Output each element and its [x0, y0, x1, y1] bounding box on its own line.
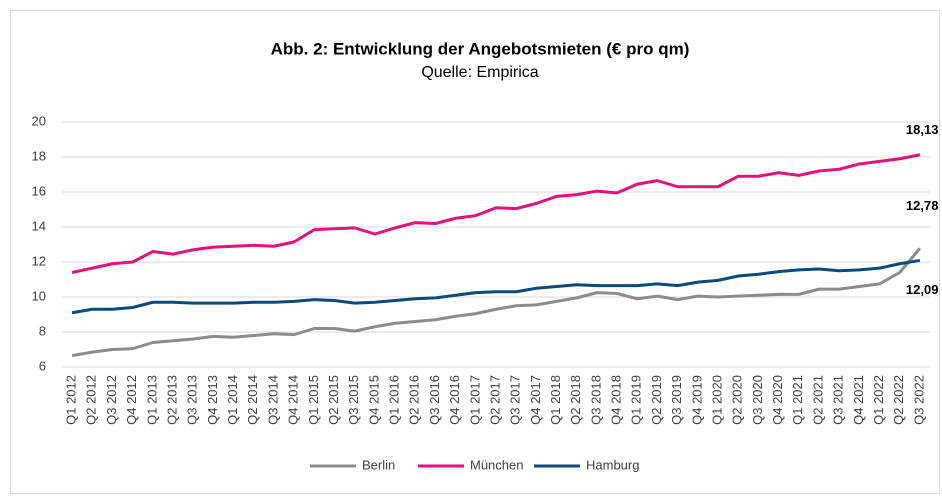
y-tick-label: 20: [32, 113, 46, 128]
x-tick-label: Q2 2020: [730, 375, 745, 425]
x-tick-label: Q2 2021: [810, 375, 825, 425]
x-tick-label: Q3 2018: [588, 375, 603, 425]
legend-label: Hamburg: [586, 457, 639, 472]
x-tick-label: Q2 2017: [487, 375, 502, 425]
x-tick-label: Q2 2013: [164, 375, 179, 425]
data-label: 12,09: [906, 282, 939, 297]
x-tick-label: Q4 2019: [689, 375, 704, 425]
x-tick-label: Q1 2017: [467, 375, 482, 425]
x-tick-label: Q3 2015: [346, 375, 361, 425]
y-tick-label: 14: [32, 218, 46, 233]
x-tick-label: Q1 2019: [629, 375, 644, 425]
x-tick-label: Q4 2014: [286, 375, 301, 425]
y-tick-label: 16: [32, 183, 46, 198]
x-tick-label: Q1 2016: [387, 375, 402, 425]
x-tick-label: Q1 2014: [225, 375, 240, 425]
y-tick-label: 18: [32, 148, 46, 163]
data-label: 18,13: [906, 122, 939, 137]
x-tick-label: Q1 2022: [871, 375, 886, 425]
series-line: [71, 153, 921, 274]
series-line: [71, 258, 921, 315]
x-tick-label: Q2 2018: [568, 375, 583, 425]
y-tick-label: 10: [32, 288, 46, 303]
x-tick-label: Q1 2018: [548, 375, 563, 425]
x-tick-label: Q2 2016: [407, 375, 422, 425]
chart-title: Abb. 2: Entwicklung der Angebotsmieten (…: [271, 39, 690, 58]
data-label: 12,78: [906, 198, 939, 213]
x-tick-label: Q4 2016: [447, 375, 462, 425]
y-tick-label: 6: [39, 358, 46, 373]
x-tick-label: Q4 2015: [366, 375, 381, 425]
x-tick-label: Q2 2022: [891, 375, 906, 425]
legend-label: München: [470, 457, 523, 472]
x-tick-label: Q4 2012: [124, 375, 139, 425]
x-tick-label: Q1 2021: [790, 375, 805, 425]
x-tick-label: Q3 2012: [104, 375, 119, 425]
x-tick-label: Q1 2012: [64, 375, 79, 425]
y-tick-label: 8: [39, 323, 46, 338]
x-tick-label: Q2 2012: [84, 375, 99, 425]
x-tick-label: Q4 2020: [770, 375, 785, 425]
x-tick-label: Q3 2021: [831, 375, 846, 425]
legend-label: Berlin: [362, 457, 395, 472]
x-tick-label: Q3 2013: [185, 375, 200, 425]
y-tick-label: 12: [32, 253, 46, 268]
x-tick-label: Q1 2020: [709, 375, 724, 425]
x-tick-label: Q3 2014: [265, 375, 280, 425]
x-tick-label: Q2 2019: [649, 375, 664, 425]
x-tick-label: Q4 2013: [205, 375, 220, 425]
x-tick-label: Q3 2016: [427, 375, 442, 425]
x-tick-label: Q3 2020: [750, 375, 765, 425]
chart-subtitle: Quelle: Empirica: [421, 64, 538, 81]
x-tick-label: Q1 2015: [306, 375, 321, 425]
x-tick-label: Q4 2017: [528, 375, 543, 425]
x-tick-label: Q2 2014: [245, 375, 260, 425]
x-tick-label: Q1 2013: [144, 375, 159, 425]
x-tick-label: Q2 2015: [326, 375, 341, 425]
x-tick-label: Q3 2017: [508, 375, 523, 425]
x-tick-label: Q4 2021: [851, 375, 866, 425]
x-tick-label: Q3 2022: [911, 375, 926, 425]
x-tick-label: Q3 2019: [669, 375, 684, 425]
series-line: [71, 247, 922, 358]
x-tick-label: Q4 2018: [609, 375, 624, 425]
